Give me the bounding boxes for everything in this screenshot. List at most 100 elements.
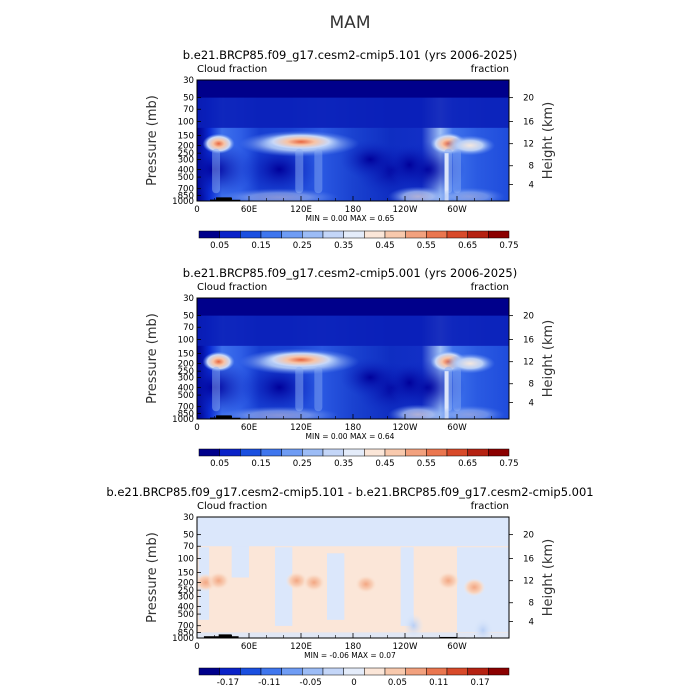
y-axis-label: Pressure (mb) [145,532,160,623]
pressure-tick-label: 100 [178,555,194,565]
colorbar-swatch [467,667,489,676]
height-tick-label: 4 [529,399,534,409]
colorbar-tick-label: 0.75 [499,241,518,251]
colorbar-swatch [467,448,489,457]
pressure-tick-label: 150 [178,350,194,360]
y2-axis-label: Height (km) [541,320,556,397]
pressure-tick-label: 70 [183,542,194,552]
low-cloud [435,405,505,419]
pressure-tick-label: 700 [178,622,194,632]
colorbar-swatch [364,667,386,676]
height-tick-label: 20 [523,94,534,104]
pressure-tick-label: 850 [178,409,194,419]
dark-region [197,359,253,416]
colorbar-swatch [343,448,365,457]
colorbar-swatch [364,230,386,239]
colorbar-tick-label: 0.05 [210,459,229,469]
positive-patch [355,575,377,594]
colorbar-swatch [240,667,262,676]
colorbar-swatch [219,448,241,457]
pressure-tick-label: 300 [178,592,194,602]
panel-right-label: fraction [471,64,509,75]
panel-left-label: Cloud fraction [197,501,267,512]
positive-patch [437,571,460,590]
colorbar-swatch [240,448,262,457]
anvil-peak [202,133,235,154]
colorbar-swatch [198,230,220,239]
colorbar-tick-label: 0.65 [458,459,477,469]
colorbar: -0.17 -0.11 -0.05 0 0.05 0.11 0.17 [198,667,510,688]
positive-patch [207,571,230,590]
colorbar-tick-label: 0.25 [293,241,312,251]
lon-tick-label: 120W [393,205,418,215]
topography [231,199,241,201]
colorbar-swatch [426,667,448,676]
colorbar-swatch [446,230,468,239]
colorbar-tick-label: 0.15 [251,459,270,469]
colorbar-tick-label: 0.55 [417,459,436,469]
panel-left-label: Cloud fraction [197,282,267,293]
topography [439,636,457,638]
dark-region [387,360,432,405]
stratosphere-band [197,80,509,98]
height-tick-label: 16 [523,555,534,565]
y-axis-label: Pressure (mb) [145,95,160,186]
colorbar-tick-label: 0.55 [417,241,436,251]
pressure-tick-label: 500 [178,610,194,620]
pressure-tick-label: 150 [178,132,194,142]
colorbar-tick-label: 0.05 [388,678,407,688]
low-cloud [435,187,505,201]
panel-p1: b.e21.BRCP85.f09_g17.cesm2-cmip5.101 (yr… [145,48,556,251]
colorbar-swatch [405,448,427,457]
height-tick-label: 4 [529,618,534,628]
low-cloud [388,186,448,201]
pressure-tick-label: 30 [183,513,194,523]
colorbar-tick-label: 0.75 [499,459,518,469]
colorbar-tick-label: 0.17 [470,678,489,688]
negative-patch [403,613,424,638]
pressure-tick-label: 50 [183,94,194,104]
dark-region [387,142,432,187]
lon-tick-label: 60W [447,423,467,433]
panel-left-label: Cloud fraction [197,64,267,75]
low-cloud [388,404,448,419]
colorbar: 0.05 0.15 0.25 0.35 0.45 0.55 0.65 0.75 [198,230,519,251]
topography [218,634,232,638]
lon-tick-label: 0 [194,423,199,433]
anvil-peak [261,132,341,151]
panel-title: b.e21.BRCP85.f09_g17.cesm2-cmip5.001 (yr… [183,266,517,280]
pressure-tick-label: 200 [178,359,194,369]
colorbar-tick-label: -0.05 [299,678,321,688]
colorbar-tick-label: 0.45 [375,459,394,469]
colorbar-swatch [343,230,365,239]
colorbar-swatch [302,448,324,457]
colorbar-tick-label: 0.45 [375,241,394,251]
lon-tick-label: 60W [447,642,467,652]
colorbar-swatch [198,667,220,676]
lon-tick-label: 60E [241,205,257,215]
lon-tick-label: 60E [241,642,257,652]
plume [295,366,304,412]
pressure-tick-label: 1000 [172,634,194,644]
minmax-label: MIN = 0.00 MAX = 0.64 [306,432,395,441]
lon-tick-label: 180 [345,423,361,433]
plume [212,148,221,194]
panel-p2: b.e21.BRCP85.f09_g17.cesm2-cmip5.001 (yr… [145,266,556,469]
low-cloud [219,188,340,201]
panel-right-label: fraction [471,501,509,512]
panel-title: b.e21.BRCP85.f09_g17.cesm2-cmip5.101 (yr… [183,48,517,62]
lon-tick-label: 120E [290,423,312,433]
pressure-tick-label: 400 [178,165,194,175]
colorbar-swatch [281,667,303,676]
lon-tick-label: 60E [241,423,257,433]
colorbar-swatch [260,230,282,239]
height-tick-label: 4 [529,181,534,191]
lon-tick-label: 60W [447,205,467,215]
pressure-tick-label: 300 [178,373,194,383]
pressure-tick-label: 30 [183,76,194,86]
topography [231,636,239,638]
negative-patch [473,618,493,638]
anvil-peak [202,351,235,372]
lon-tick-label: 120E [290,205,312,215]
pressure-tick-label: 200 [178,578,194,588]
